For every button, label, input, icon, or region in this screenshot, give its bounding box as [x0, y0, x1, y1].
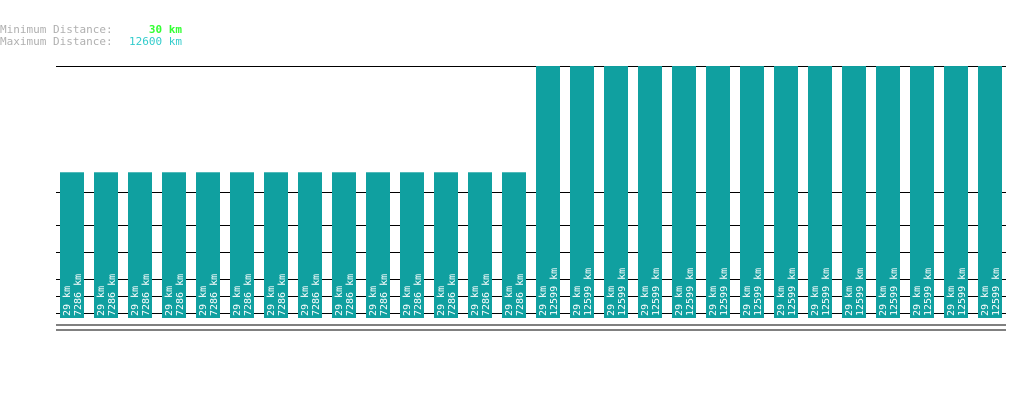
bar-label-min: 29 km	[742, 286, 753, 316]
bar	[706, 66, 730, 319]
bar-label-min: 29 km	[62, 286, 73, 316]
bar	[774, 66, 798, 319]
bars	[60, 66, 1002, 319]
bar-label-min: 29 km	[300, 286, 311, 316]
bar	[196, 172, 220, 318]
bar	[94, 172, 118, 318]
bar-label-max: 7286 km	[345, 274, 356, 316]
min-distance-row: Minimum Distance: 30 km	[0, 24, 182, 36]
bar	[264, 172, 288, 318]
bar-label-max: 7286 km	[107, 274, 118, 316]
bar-label-min: 29 km	[436, 286, 447, 316]
bar-label-max: 12599 km	[787, 268, 798, 316]
bar-label-min: 29 km	[946, 286, 957, 316]
bar-label-min: 29 km	[164, 286, 175, 316]
bar-label-min: 29 km	[198, 286, 209, 316]
min-distance-value: 30 km	[148, 23, 182, 36]
bar-label-min: 29 km	[708, 286, 719, 316]
bar	[978, 66, 1002, 319]
bar-label-min: 29 km	[912, 286, 923, 316]
bar-label-max: 12599 km	[583, 268, 594, 316]
distance-summary: Minimum Distance: 30 km Maximum Distance:…	[0, 24, 182, 48]
bar-label-min: 29 km	[878, 286, 889, 316]
bar	[366, 172, 390, 318]
bar-label-max: 12599 km	[991, 268, 1002, 316]
max-distance-row: Maximum Distance: 12600 km	[0, 36, 182, 48]
bar-label-max: 12599 km	[617, 268, 628, 316]
bar-label-min: 29 km	[334, 286, 345, 316]
bar-label-max: 7286 km	[379, 274, 390, 316]
bar	[128, 172, 152, 318]
bar	[502, 172, 526, 318]
bar	[740, 66, 764, 319]
bar-label-max: 12599 km	[651, 268, 662, 316]
max-distance-label: Maximum Distance:	[0, 35, 113, 48]
bar-label-max: 12599 km	[923, 268, 934, 316]
bar-label-max: 7286 km	[311, 274, 322, 316]
bar	[60, 172, 84, 318]
bar	[638, 66, 662, 319]
bar-label-max: 12599 km	[719, 268, 730, 316]
bar-label-min: 29 km	[674, 286, 685, 316]
bar-labels: 29 km 7286 km 29 km 7286 km 29 km 7286 km 29 k…	[62, 268, 1002, 316]
bar	[434, 172, 458, 318]
bar-label-min: 29 km	[504, 286, 515, 316]
bar	[808, 66, 832, 319]
bar	[468, 172, 492, 318]
bar-label-min: 29 km	[980, 286, 991, 316]
bar-label-max: 7286 km	[277, 274, 288, 316]
bar	[842, 66, 866, 319]
min-distance-label: Minimum Distance:	[0, 23, 113, 36]
bar-label-max: 12599 km	[549, 268, 560, 316]
bar-label-max: 7286 km	[243, 274, 254, 316]
bar-label-max: 12599 km	[753, 268, 764, 316]
bar-label-max: 7286 km	[141, 274, 152, 316]
bar	[604, 66, 628, 319]
bar-label-min: 29 km	[572, 286, 583, 316]
bar-label-min: 29 km	[402, 286, 413, 316]
bar	[536, 66, 560, 319]
bar-label-max: 7286 km	[175, 274, 186, 316]
bar-label-min: 29 km	[266, 286, 277, 316]
bar-label-min: 29 km	[96, 286, 107, 316]
bar	[298, 172, 322, 318]
bar	[672, 66, 696, 319]
bar-label-min: 29 km	[538, 286, 549, 316]
bar	[910, 66, 934, 319]
bar-label-max: 7286 km	[73, 274, 84, 316]
bar	[570, 66, 594, 319]
bar	[162, 172, 186, 318]
bar-label-min: 29 km	[844, 286, 855, 316]
bar	[876, 66, 900, 319]
bar-label-max: 12599 km	[685, 268, 696, 316]
max-distance-value: 12600 km	[129, 35, 182, 48]
bar-label-max: 7286 km	[413, 274, 424, 316]
bar-label-max: 7286 km	[481, 274, 492, 316]
bar	[944, 66, 968, 319]
bar-label-max: 12599 km	[855, 268, 866, 316]
bar-label-max: 7286 km	[447, 274, 458, 316]
bar-label-min: 29 km	[606, 286, 617, 316]
bar	[230, 172, 254, 318]
bar-label-max: 7286 km	[209, 274, 220, 316]
bar-label-max: 12599 km	[957, 268, 968, 316]
bar	[400, 172, 424, 318]
bar-label-min: 29 km	[232, 286, 243, 316]
bar	[332, 172, 356, 318]
bar-label-min: 29 km	[470, 286, 481, 316]
bar-label-min: 29 km	[130, 286, 141, 316]
bar-label-min: 29 km	[776, 286, 787, 316]
bar-label-min: 29 km	[368, 286, 379, 316]
bar-label-max: 7286 km	[515, 274, 526, 316]
bar-label-max: 12599 km	[889, 268, 900, 316]
bar-label-min: 29 km	[640, 286, 651, 316]
bar-label-max: 12599 km	[821, 268, 832, 316]
bar-label-min: 29 km	[810, 286, 821, 316]
